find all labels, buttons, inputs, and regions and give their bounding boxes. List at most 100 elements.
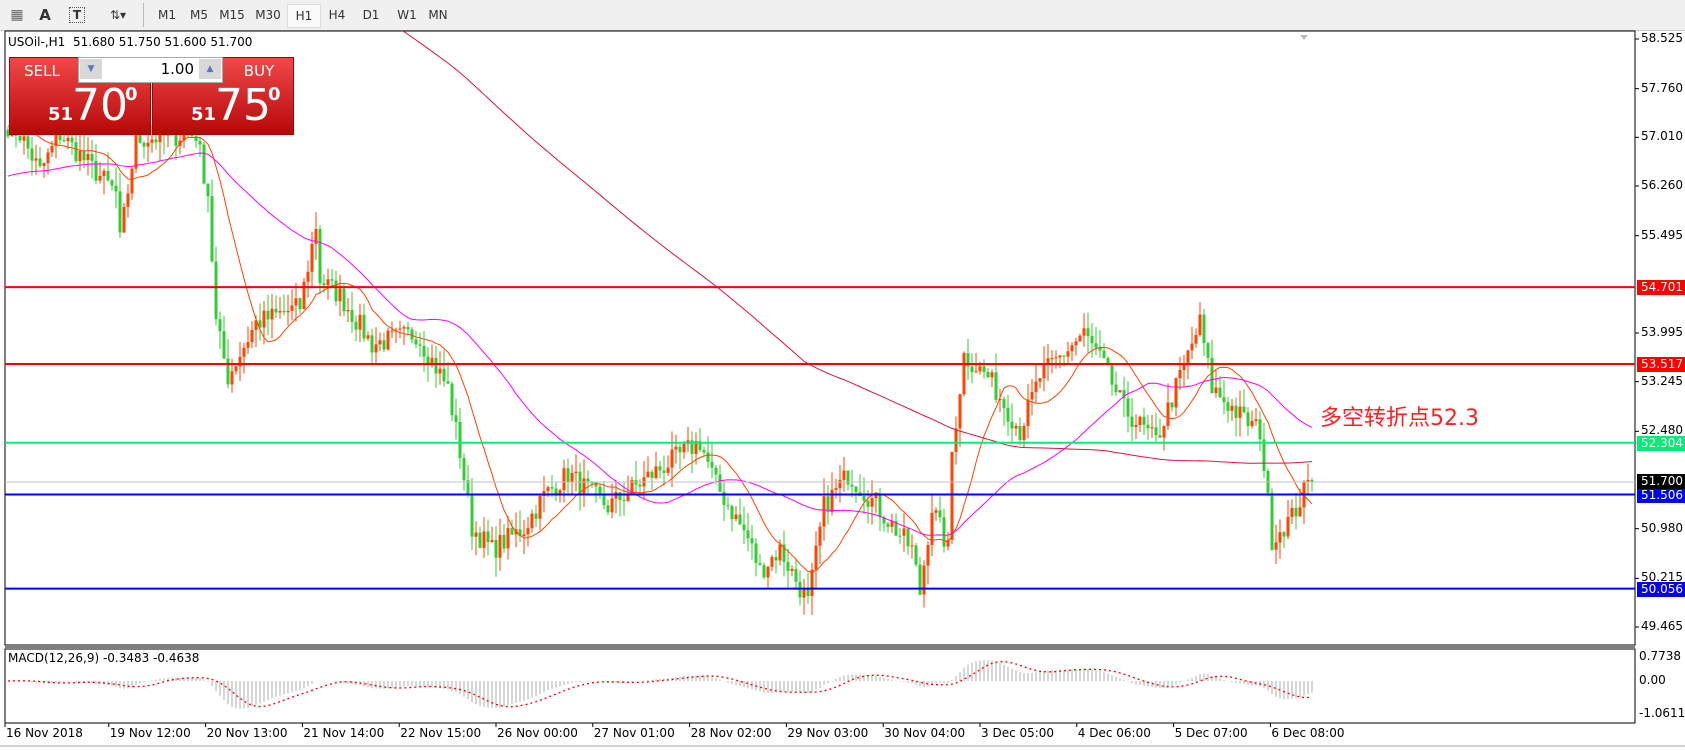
candle-body bbox=[274, 308, 278, 313]
candle-body bbox=[710, 461, 714, 468]
level-price-label: 53.517 bbox=[1637, 357, 1685, 373]
candle-body bbox=[246, 342, 250, 348]
timeframe-m15[interactable]: M15 bbox=[219, 8, 245, 22]
candle-body bbox=[606, 505, 610, 513]
candle-body bbox=[1182, 362, 1186, 370]
macd-label: MACD(12,26,9) -0.3483 -0.4638 bbox=[8, 651, 200, 665]
candle-body bbox=[1190, 343, 1194, 351]
grid-icon[interactable]: ▦ bbox=[10, 7, 24, 23]
macd-axis-label: 0.00 bbox=[1639, 673, 1666, 687]
candle-body bbox=[58, 134, 62, 140]
candle-body bbox=[118, 191, 122, 233]
y-axis-label: 50.215 bbox=[1641, 570, 1683, 585]
candle-body bbox=[1290, 507, 1294, 517]
arrows-icon[interactable]: ⇅▾ bbox=[109, 8, 127, 22]
candle-body bbox=[758, 563, 762, 566]
timeframe-w1[interactable]: W1 bbox=[397, 8, 417, 22]
candle-body bbox=[838, 479, 842, 489]
volume-up-button[interactable]: ▲ bbox=[199, 59, 221, 79]
candle-body bbox=[74, 142, 78, 162]
annotation-text: 多空转折点52.3 bbox=[1320, 406, 1479, 431]
candle-body bbox=[210, 196, 214, 262]
timeframe-m5[interactable]: M5 bbox=[190, 8, 208, 22]
candle-body bbox=[474, 532, 478, 537]
candle-body bbox=[430, 357, 434, 366]
candle-body bbox=[1250, 421, 1254, 427]
volume-input[interactable]: 1.00 bbox=[160, 60, 194, 78]
candle-body bbox=[546, 487, 550, 492]
candle-body bbox=[1038, 378, 1042, 382]
candle-body bbox=[194, 136, 198, 142]
volume-down-button[interactable]: ▼ bbox=[80, 59, 102, 79]
candle-body bbox=[326, 279, 330, 286]
candle-body bbox=[518, 529, 522, 537]
y-axis-label: 56.260 bbox=[1641, 178, 1683, 192]
x-axis-label: 4 Dec 06:00 bbox=[1077, 726, 1151, 740]
candle-body bbox=[682, 444, 686, 453]
candle-body bbox=[470, 493, 474, 537]
candle-body bbox=[110, 180, 114, 186]
candle-body bbox=[722, 491, 726, 506]
text-label-icon[interactable]: T bbox=[66, 4, 88, 26]
candle-body bbox=[1186, 350, 1190, 363]
candle-body bbox=[966, 353, 970, 367]
candle-body bbox=[694, 441, 698, 454]
candle-body bbox=[218, 319, 222, 332]
candle-body bbox=[202, 144, 206, 184]
candle-body bbox=[1274, 542, 1278, 550]
candle-body bbox=[554, 488, 558, 496]
candle-body bbox=[1206, 343, 1210, 358]
text-icon[interactable]: A bbox=[39, 6, 51, 24]
candle-body bbox=[190, 134, 194, 137]
candle-body bbox=[22, 136, 26, 141]
buy-pips: 75 bbox=[215, 80, 271, 131]
candle-body bbox=[142, 142, 146, 147]
candle-body bbox=[598, 486, 602, 495]
candle-body bbox=[174, 127, 178, 146]
candle-body bbox=[1022, 425, 1026, 440]
candle-body bbox=[414, 339, 418, 345]
y-axis-label: 49.465 bbox=[1641, 619, 1683, 633]
volume-stepper[interactable]: ▼ 1.00 ▲ bbox=[78, 57, 223, 83]
candle-body bbox=[790, 568, 794, 571]
candle-body bbox=[906, 528, 910, 547]
candle-body bbox=[66, 137, 70, 142]
timeframe-mn[interactable]: MN bbox=[428, 8, 448, 22]
candle-body bbox=[630, 480, 634, 495]
candle-body bbox=[94, 160, 98, 181]
candle-body bbox=[538, 495, 542, 519]
candle-body bbox=[1166, 402, 1170, 427]
candle-body bbox=[1214, 387, 1218, 394]
candle-body bbox=[1262, 439, 1266, 471]
candle-body bbox=[610, 498, 614, 513]
candle-body bbox=[70, 137, 74, 143]
candle-body bbox=[242, 347, 246, 357]
timeframe-m30[interactable]: M30 bbox=[255, 8, 281, 22]
candle-body bbox=[1154, 427, 1158, 436]
level-price-label: 51.506 bbox=[1637, 487, 1685, 503]
candle-body bbox=[794, 568, 798, 582]
candle-body bbox=[1070, 345, 1074, 352]
sell-fraction: 0 bbox=[125, 84, 138, 105]
candle-body bbox=[762, 565, 766, 578]
candle-body bbox=[978, 366, 982, 372]
candle-body bbox=[1018, 425, 1022, 440]
candle-body bbox=[1234, 405, 1238, 418]
candle-body bbox=[890, 520, 894, 527]
candle-body bbox=[1114, 384, 1118, 393]
candle-body bbox=[602, 494, 606, 506]
candle-body bbox=[302, 281, 306, 310]
candle-body bbox=[826, 496, 830, 512]
candle-body bbox=[482, 531, 486, 548]
timeframe-h1[interactable]: H1 bbox=[287, 4, 321, 28]
candle-body bbox=[650, 471, 654, 478]
candle-body bbox=[754, 543, 758, 564]
timeframe-h4[interactable]: H4 bbox=[328, 8, 346, 22]
candle-body bbox=[450, 383, 454, 416]
candle-body bbox=[1310, 480, 1314, 482]
candle-body bbox=[1202, 314, 1206, 344]
timeframe-d1[interactable]: D1 bbox=[362, 8, 380, 22]
buy-fraction: 0 bbox=[268, 84, 281, 105]
candle-body bbox=[366, 335, 370, 339]
timeframe-m1[interactable]: M1 bbox=[158, 8, 176, 22]
